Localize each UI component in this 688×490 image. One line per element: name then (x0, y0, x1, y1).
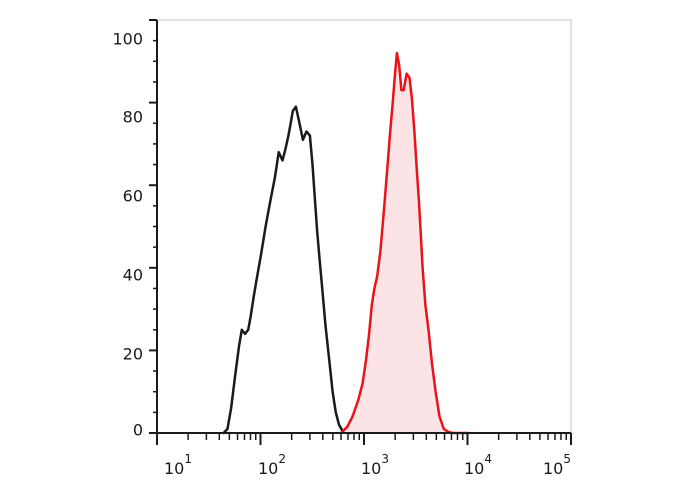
series-0-line (222, 105, 352, 435)
y-tick-label-20: 20 (123, 345, 143, 364)
y-tick-label-80: 80 (123, 108, 143, 127)
x-tick-label-1e2: 102 (258, 452, 286, 478)
x-tick-label-1e1: 101 (164, 452, 192, 478)
series-layer (222, 51, 470, 435)
y-tick-label-60: 60 (123, 187, 143, 206)
x-tick-label-1e5: 105 (543, 452, 571, 478)
series-1-fill (341, 53, 469, 433)
y-tick-label-0: 0 (133, 421, 143, 440)
y-tick-label-40: 40 (123, 266, 143, 285)
y-axis-ticks (149, 19, 157, 434)
x-tick-label-1e4: 104 (464, 452, 492, 478)
y-tick-label-100: 100 (112, 30, 143, 49)
x-tick-label-1e3: 103 (361, 452, 389, 478)
series-1-line (339, 51, 470, 435)
x-axis-ticks (156, 433, 572, 445)
